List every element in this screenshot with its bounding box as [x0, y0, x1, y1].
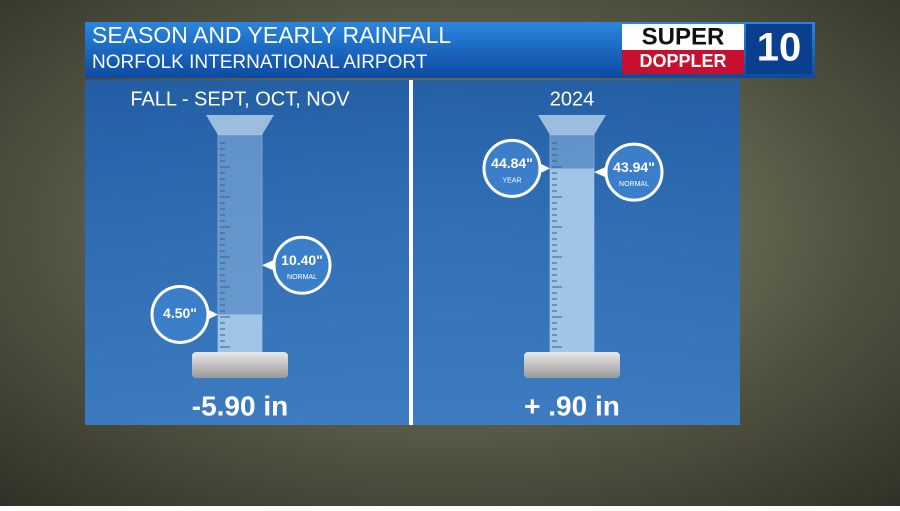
panel-title: FALL - SEPT, OCT, NOV	[130, 88, 350, 110]
callout	[604, 142, 664, 202]
logo: SUPER DOPPLER 10	[622, 23, 812, 74]
callout-name: NORMAL	[619, 181, 649, 188]
header-subtitle: NORFOLK INTERNATIONAL AIRPORT	[92, 52, 428, 73]
gauge-base	[524, 352, 620, 378]
callout-value: 10.40"	[281, 252, 323, 268]
divider	[409, 80, 413, 425]
gauge-base	[192, 352, 288, 378]
logo-number: 10	[757, 26, 802, 70]
callout	[150, 284, 210, 344]
callout	[272, 235, 332, 295]
callout-name: NORMAL	[287, 274, 317, 281]
callout-value: 43.94"	[613, 159, 655, 175]
logo-box	[622, 24, 744, 50]
callout-value: 44.84"	[491, 155, 533, 171]
difference-label: + .90 in	[524, 390, 620, 421]
panel-title: 2024	[550, 88, 595, 110]
gauge-fill	[550, 168, 594, 352]
callout-value: 4.50"	[163, 305, 197, 321]
callout	[482, 138, 542, 198]
logo-text: DOPPLER	[639, 51, 726, 71]
difference-label: -5.90 in	[192, 390, 288, 421]
gauge-cap	[206, 115, 274, 135]
logo-box	[746, 24, 812, 74]
header-title: SEASON AND YEARLY RAINFALL	[92, 22, 451, 48]
logo-box	[622, 50, 744, 74]
gauge-cap	[538, 115, 606, 135]
callout-name: YEAR	[502, 177, 521, 184]
logo-text: SUPER	[642, 23, 725, 50]
gauge-fill	[218, 314, 262, 352]
